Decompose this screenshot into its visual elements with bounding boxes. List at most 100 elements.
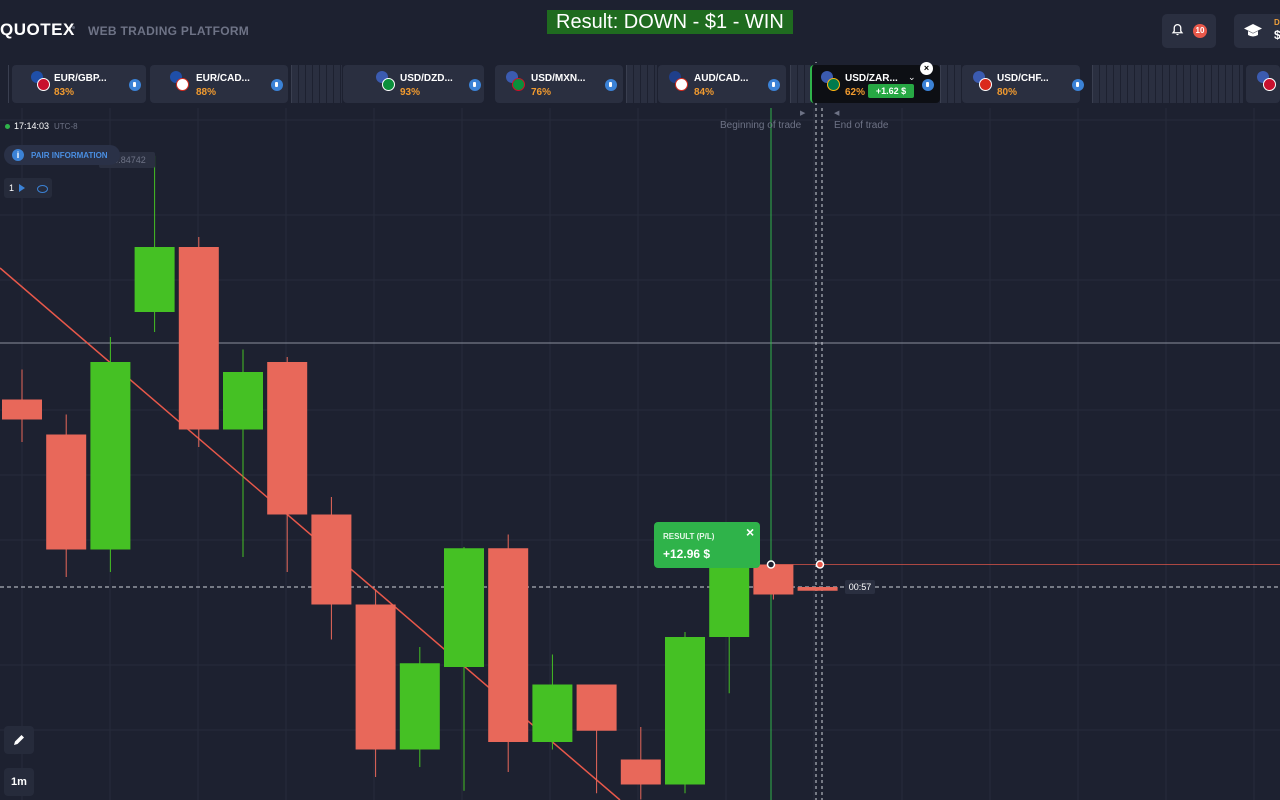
asset-tab-name: USD/MXN... bbox=[531, 73, 586, 84]
end-arrow-icon: ◀ bbox=[834, 110, 840, 117]
pin-icon[interactable] bbox=[768, 79, 780, 91]
account-type-label: D bbox=[1274, 18, 1280, 27]
info-icon: i bbox=[12, 149, 24, 161]
candle-body bbox=[797, 587, 838, 591]
graduation-cap-icon bbox=[1244, 24, 1262, 37]
asset-tab-payout: 80% bbox=[997, 87, 1018, 98]
server-clock: 17:14:03 bbox=[14, 121, 50, 131]
separator-dot bbox=[72, 26, 75, 29]
beginning-of-trade-label: Beginning of trade bbox=[720, 120, 802, 131]
trade-close-marker bbox=[815, 560, 825, 569]
pin-icon[interactable] bbox=[605, 79, 617, 91]
asset-tab-usd-dzd[interactable]: USD/DZD... 93% bbox=[343, 65, 484, 103]
candle-body bbox=[620, 759, 661, 785]
candle-timer: 00:57 bbox=[845, 580, 875, 594]
asset-tab-name: USD/CHF... bbox=[997, 73, 1049, 84]
brand-subtitle: WEB TRADING PLATFORM bbox=[88, 24, 250, 38]
bell-icon bbox=[1171, 23, 1184, 36]
candle-body bbox=[753, 564, 794, 595]
pin-icon[interactable] bbox=[271, 79, 283, 91]
pin-icon[interactable] bbox=[922, 79, 934, 91]
swiss-flag-icon bbox=[979, 78, 992, 91]
mexico-flag-icon bbox=[512, 78, 525, 91]
account-balance: $ bbox=[1274, 28, 1280, 42]
tab-stack-edge bbox=[1092, 65, 1243, 103]
drawing-tools-button[interactable] bbox=[4, 726, 34, 754]
asset-tab-name: USD/ZAR... bbox=[845, 73, 898, 84]
play-icon[interactable] bbox=[19, 184, 25, 192]
open-trade-profit: +1.62 $ bbox=[868, 84, 914, 98]
result-pl-label: RESULT (P/L) bbox=[663, 532, 715, 541]
candle-body bbox=[46, 434, 87, 550]
canada-flag-icon bbox=[675, 78, 688, 91]
candle-body bbox=[311, 514, 352, 605]
account-button[interactable]: D $ bbox=[1234, 14, 1280, 48]
asset-tab-partial[interactable] bbox=[1246, 65, 1280, 103]
asset-tab-eur-gbp[interactable]: EUR/GBP... 83% bbox=[12, 65, 146, 103]
candle-body bbox=[355, 604, 396, 750]
tab-stack-edge bbox=[8, 65, 12, 103]
close-tab-icon[interactable]: × bbox=[920, 62, 933, 75]
result-pl-value: +12.96 $ bbox=[663, 547, 711, 561]
pair-information-button[interactable]: i PAIR INFORMATION bbox=[4, 145, 120, 165]
pin-icon[interactable] bbox=[1072, 79, 1084, 91]
canada-flag-icon bbox=[176, 78, 189, 91]
candle-body bbox=[488, 548, 529, 742]
asset-tab-payout: 83% bbox=[54, 87, 75, 98]
candle-body bbox=[399, 663, 440, 750]
asset-tab-payout: 93% bbox=[400, 87, 421, 98]
pin-icon[interactable] bbox=[129, 79, 141, 91]
flag-icon bbox=[1263, 78, 1276, 91]
tab-stack-edge bbox=[626, 65, 657, 103]
tab-stack-edge bbox=[291, 65, 342, 103]
indicator-count: 1 bbox=[9, 183, 15, 193]
candle-body bbox=[178, 247, 219, 430]
result-pl-card: RESULT (P/L) +12.96 $ × bbox=[654, 522, 760, 568]
pin-icon[interactable] bbox=[469, 79, 481, 91]
end-of-trade-label: End of trade bbox=[834, 120, 889, 131]
candle-body bbox=[532, 684, 573, 742]
notifications-badge: 10 bbox=[1193, 24, 1207, 38]
asset-tab-usd-mxn[interactable]: USD/MXN... 76% bbox=[495, 65, 623, 103]
candle-body bbox=[90, 362, 131, 550]
asset-tab-payout: 76% bbox=[531, 87, 552, 98]
pair-information-label: PAIR INFORMATION bbox=[31, 151, 108, 160]
asset-tab-name: EUR/GBP... bbox=[54, 73, 107, 84]
tab-stack-edge bbox=[940, 65, 961, 103]
candle-body bbox=[267, 362, 308, 515]
south-africa-flag-icon bbox=[827, 78, 840, 91]
asset-tab-name: EUR/CAD... bbox=[196, 73, 250, 84]
candle-body bbox=[709, 564, 750, 637]
close-icon[interactable]: × bbox=[746, 524, 755, 540]
header: QUOTEX WEB TRADING PLATFORM Result: DOWN… bbox=[0, 0, 1280, 62]
asset-tab-payout: 88% bbox=[196, 87, 217, 98]
notifications-button[interactable]: 10 bbox=[1162, 14, 1216, 48]
candle-body bbox=[223, 372, 263, 430]
result-banner: Result: DOWN - $1 - WIN bbox=[547, 10, 793, 34]
asset-tab-name: USD/DZD... bbox=[400, 73, 453, 84]
candle-body bbox=[2, 399, 42, 420]
live-indicator-dot bbox=[5, 124, 10, 129]
chevron-down-icon[interactable]: ⌄ bbox=[908, 72, 916, 82]
asset-tabs-bar: EUR/GBP... 83% EUR/CAD... 88% USD/DZD...… bbox=[0, 64, 1280, 106]
brand-logo[interactable]: QUOTEX bbox=[0, 20, 75, 39]
asset-tab-aud-cad[interactable]: AUD/CAD... 84% bbox=[658, 65, 786, 103]
tab-stack-edge bbox=[790, 65, 811, 103]
asset-tab-payout: 62% bbox=[845, 87, 866, 98]
algeria-flag-icon bbox=[382, 78, 395, 91]
timeframe-button[interactable]: 1m bbox=[4, 768, 34, 796]
indicators-control[interactable]: 1 bbox=[4, 178, 52, 198]
candle-body bbox=[444, 548, 484, 667]
timezone-label: UTC-8 bbox=[54, 122, 78, 131]
asset-tab-eur-cad[interactable]: EUR/CAD... 88% bbox=[150, 65, 288, 103]
candle-body bbox=[134, 247, 175, 312]
asset-tab-payout: 84% bbox=[694, 87, 715, 98]
candle-body bbox=[665, 637, 705, 785]
uk-flag-icon bbox=[37, 78, 50, 91]
asset-tab-usd-chf[interactable]: USD/CHF... 80% bbox=[962, 65, 1084, 103]
trade-open-marker bbox=[766, 560, 776, 569]
pencil-icon bbox=[14, 735, 24, 745]
eye-icon[interactable] bbox=[37, 185, 48, 193]
